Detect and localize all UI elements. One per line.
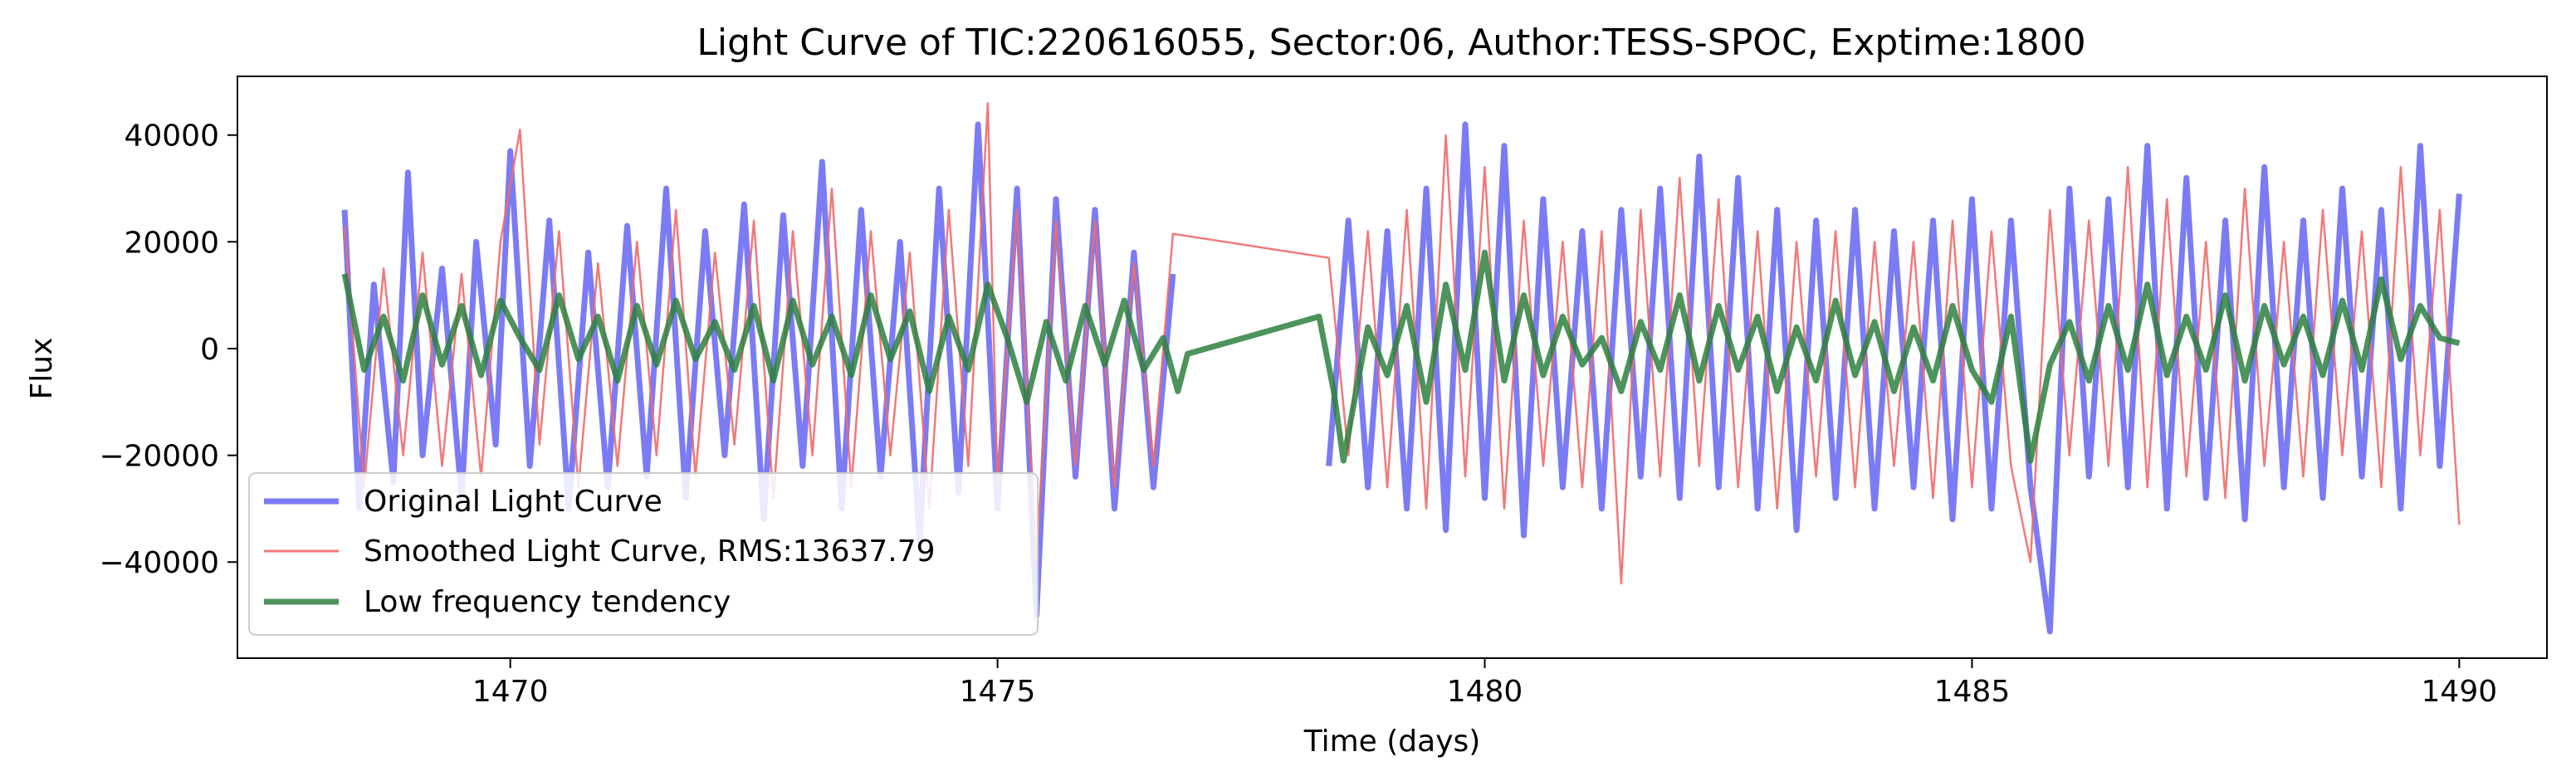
y-tick-label: 40000 (124, 120, 219, 154)
x-tick-label: 1470 (472, 675, 549, 709)
x-tick-label: 1480 (1447, 675, 1523, 709)
legend-label-low-frequency: Low frequency tendency (364, 585, 731, 619)
y-axis: −40000 −20000 0 20000 40000 (99, 120, 237, 580)
plot-frame (237, 76, 2548, 659)
x-tick-label: 1475 (960, 675, 1036, 709)
legend-label-original: Original Light Curve (364, 485, 662, 519)
series-line-smoothed-segment-1 (343, 101, 2461, 585)
x-tick-label: 1490 (2422, 675, 2498, 709)
y-axis-label: Flux (25, 338, 59, 400)
legend-box (248, 472, 1039, 636)
y-tick-label: 20000 (124, 226, 219, 260)
x-axis: 1470 1475 1480 1485 1490 (472, 658, 2497, 709)
series-line-low-frequency-segment-1 (341, 249, 2461, 464)
y-tick-label: −20000 (99, 440, 219, 474)
legend: Original Light Curve Smoothed Light Curv… (248, 472, 1039, 636)
x-tick-label: 1485 (1934, 675, 2011, 709)
series-line-original-segment-2 (1326, 121, 2462, 635)
y-tick-label: −40000 (99, 546, 219, 580)
x-axis-label: Time (days) (1303, 725, 1481, 759)
y-tick-label: 0 (200, 333, 219, 367)
chart-title: Light Curve of TIC:220616055, Sector:06,… (697, 22, 2085, 64)
legend-label-smoothed: Smoothed Light Curve, RMS:13637.79 (364, 534, 936, 569)
